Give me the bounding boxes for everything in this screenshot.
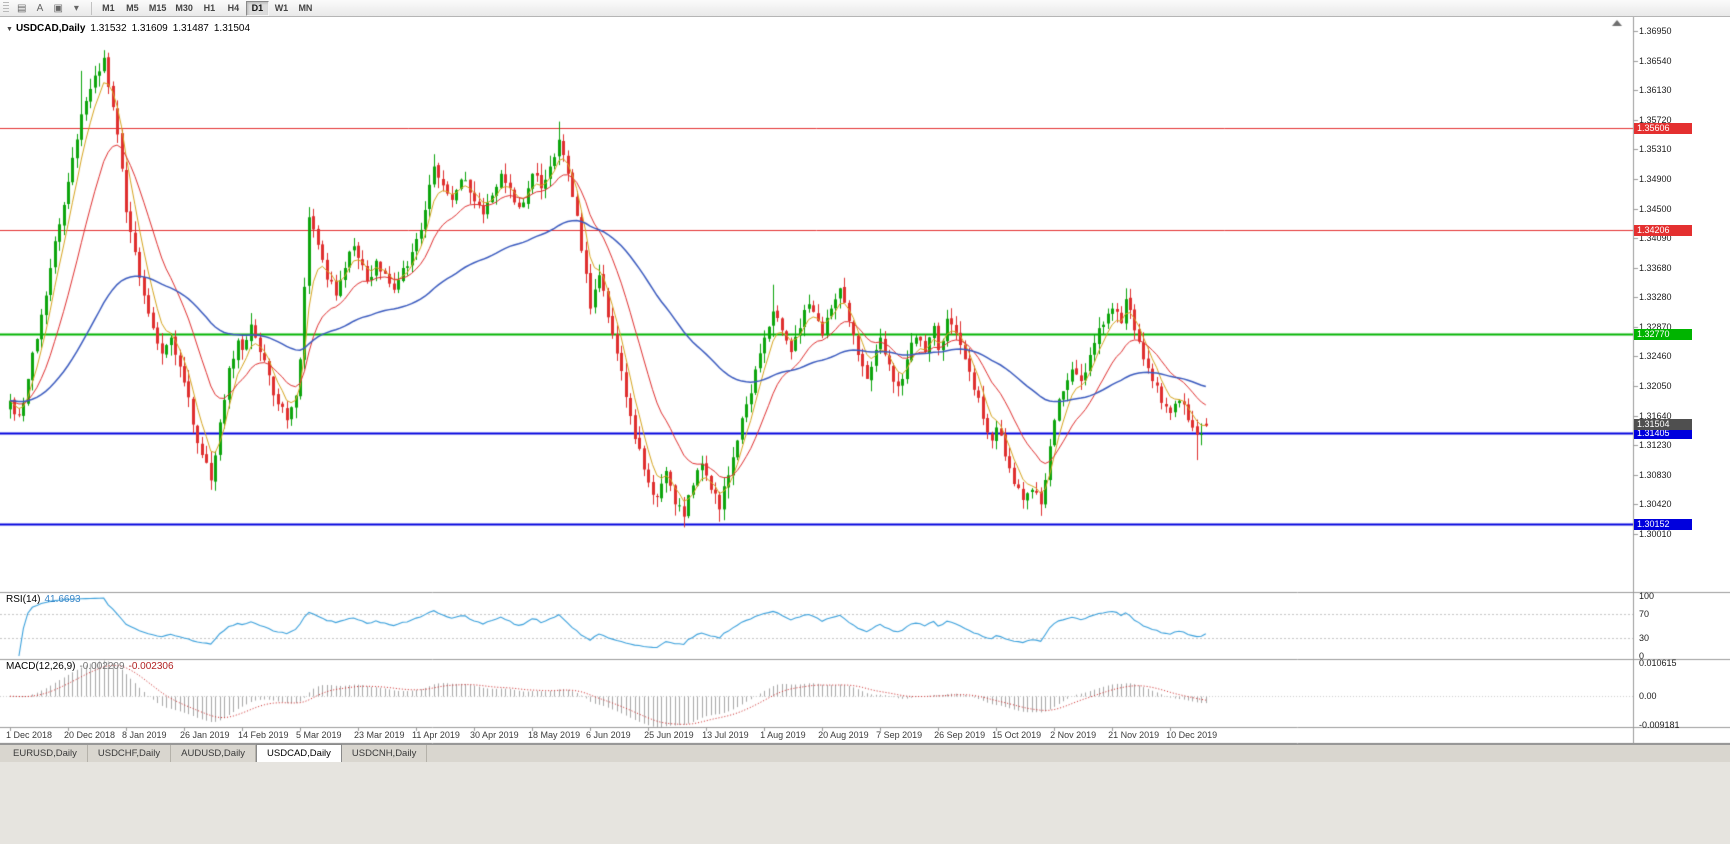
- price-tick-label: 1.30010: [1639, 529, 1672, 540]
- price-axis[interactable]: 1.36950 1.36540 1.36130 1.35720 1.35310 1.349…: [1633, 17, 1730, 730]
- date-label: 21 Nov 2019: [1108, 730, 1160, 740]
- price-tick-label: 1.34090: [1639, 233, 1672, 244]
- timeframe-toolbar: ▤ A ▣ ▾ M1 M5 M15 M30 H1 H4 D1 W1 MN: [0, 0, 1730, 17]
- date-label: 13 Jul 2019: [702, 730, 749, 740]
- chart-list-icon[interactable]: ▤: [17, 2, 27, 14]
- one-click-expand-icon[interactable]: ▼: [6, 26, 13, 33]
- rsi-level-label: 0: [1639, 651, 1645, 661]
- price-tick-label: 1.31640: [1639, 410, 1672, 421]
- price-tick-label: 1.32870: [1639, 321, 1672, 332]
- rsi-label: RSI(14) 41.6693: [6, 594, 81, 605]
- hline-price-badge[interactable]: 1.32770: [1634, 328, 1692, 340]
- timeframe-button-group: M1 M5 M15 M30 H1 H4 D1 W1 MN: [97, 0, 318, 16]
- chart-tab-audusd[interactable]: AUDUSD,Daily: [171, 745, 257, 762]
- toolbar-icon-group: ▤ A ▣ ▾: [13, 1, 86, 16]
- macd-name: MACD(12,26,9): [6, 661, 76, 672]
- hline-price-badge[interactable]: 1.35606: [1634, 123, 1692, 135]
- rsi-value: 41.6693: [44, 594, 81, 605]
- price-tick-label: 1.33680: [1639, 262, 1672, 273]
- macd-label: MACD(12,26,9) -0.002209 -0.002306: [6, 661, 174, 672]
- price-tick-label: 1.35720: [1639, 114, 1672, 125]
- chart-tabbar: EURUSD,Daily USDCHF,Daily AUDUSD,Daily USDC…: [0, 744, 1730, 762]
- price-tick-label: 1.35310: [1639, 144, 1672, 155]
- date-label: 20 Aug 2019: [818, 730, 869, 740]
- date-label: 14 Feb 2019: [238, 730, 289, 740]
- price-tick-label: 1.36540: [1639, 55, 1672, 66]
- chart-area: ▼ USDCAD,Daily 1.31532 1.31609 1.31487 1.3150…: [0, 17, 1730, 744]
- price-badge-layer: 1.35606 1.34206 1.32770 1.31405 1.30152 1.315…: [1634, 17, 1729, 744]
- status-area: [0, 762, 1730, 844]
- date-label: 2 Nov 2019: [1050, 730, 1097, 740]
- date-label: 25 Jun 2019: [644, 730, 694, 740]
- macd-level-label: 0.00: [1639, 691, 1657, 702]
- ohlc-open: 1.31532: [90, 23, 127, 34]
- macd-value-signal: -0.002306: [128, 661, 174, 672]
- rsi-level-label: 30: [1639, 633, 1650, 643]
- price-tick-label: 1.33280: [1639, 292, 1672, 303]
- ohlc-close: 1.31504: [213, 23, 251, 34]
- date-label: 1 Aug 2019: [760, 730, 806, 740]
- date-label: 5 Mar 2019: [296, 730, 342, 740]
- rsi-name: RSI(14): [6, 594, 41, 605]
- time-axis[interactable]: 1 Dec 2018 20 Dec 2018 8 Jan 2019 26 Jan 20…: [0, 727, 1633, 744]
- hline-price-badge[interactable]: 1.30152: [1634, 518, 1692, 530]
- price-tick-label: 1.34900: [1639, 173, 1672, 184]
- rsi-level-label: 100: [1639, 591, 1655, 601]
- timeframe-button-h1[interactable]: H1: [203, 3, 216, 13]
- date-label: 8 Jan 2019: [122, 730, 167, 740]
- price-tick-label: 1.32460: [1639, 351, 1672, 362]
- timeframe-button-d1[interactable]: D1: [245, 0, 269, 16]
- chart-tab-usdchf[interactable]: USDCHF,Daily: [88, 745, 172, 762]
- macd-value-main: -0.002209: [79, 661, 125, 672]
- timeframe-button-m30[interactable]: M30: [175, 3, 193, 13]
- price-tick-label: 1.36950: [1639, 26, 1672, 36]
- dropdown-icon[interactable]: ▾: [73, 2, 79, 14]
- date-label: 6 Jun 2019: [586, 730, 631, 740]
- chart-tab-eurusd[interactable]: EURUSD,Daily: [3, 745, 88, 762]
- toolbar-separator: [90, 1, 92, 15]
- symbol-period-label: USDCAD,Daily: [15, 23, 86, 34]
- price-tick-label: 1.30830: [1639, 469, 1672, 480]
- chart-tab-usdcnh[interactable]: USDCNH,Daily: [342, 745, 428, 762]
- date-label: 1 Dec 2018: [6, 730, 53, 740]
- date-label: 11 Apr 2019: [412, 730, 460, 740]
- hline-price-badge[interactable]: 1.34206: [1634, 224, 1692, 236]
- timeframe-button-w1[interactable]: W1: [274, 3, 289, 13]
- price-tick-label: 1.31230: [1639, 440, 1672, 451]
- price-tick-label: 1.30420: [1639, 499, 1672, 510]
- price-chart-canvas[interactable]: [0, 17, 1730, 744]
- price-tick-label: 1.36130: [1639, 85, 1672, 96]
- date-label: 10 Dec 2019: [1166, 730, 1218, 740]
- toolbar-grip[interactable]: [3, 2, 9, 14]
- date-label: 18 May 2019: [528, 730, 581, 740]
- ohlc-low: 1.31487: [172, 23, 209, 34]
- price-tick-label: 1.34500: [1639, 203, 1672, 214]
- date-label: 7 Sep 2019: [876, 730, 923, 740]
- date-label: 15 Oct 2019: [992, 730, 1042, 740]
- rsi-level-label: 70: [1639, 609, 1650, 619]
- date-label: 30 Apr 2019: [470, 730, 519, 740]
- date-label: 26 Jan 2019: [180, 730, 230, 740]
- font-button[interactable]: A: [36, 2, 44, 14]
- date-label: 26 Sep 2019: [934, 730, 986, 740]
- price-tick-label: 1.32050: [1639, 381, 1672, 392]
- hline-price-badge[interactable]: 1.31405: [1634, 427, 1692, 439]
- timeframe-button-h4[interactable]: H4: [227, 3, 240, 13]
- date-label: 23 Mar 2019: [354, 730, 405, 740]
- chart-tab-usdcad[interactable]: USDCAD,Daily: [256, 744, 342, 762]
- macd-level-label: -0.009181: [1639, 720, 1680, 730]
- chart-title: ▼ USDCAD,Daily 1.31532 1.31609 1.31487 1.3150…: [6, 23, 250, 34]
- ohlc-high: 1.31609: [131, 23, 168, 34]
- chart-window-icon[interactable]: ▣: [53, 2, 63, 14]
- macd-level-label: 0.010615: [1639, 658, 1677, 668]
- current-price-badge: 1.31504: [1634, 418, 1692, 430]
- timeframe-button-m15[interactable]: M15: [148, 3, 167, 13]
- timeframe-button-m5[interactable]: M5: [126, 3, 139, 13]
- timeframe-button-mn[interactable]: MN: [298, 3, 313, 13]
- timeframe-button-m1[interactable]: M1: [102, 3, 115, 13]
- date-label: 20 Dec 2018: [64, 730, 116, 740]
